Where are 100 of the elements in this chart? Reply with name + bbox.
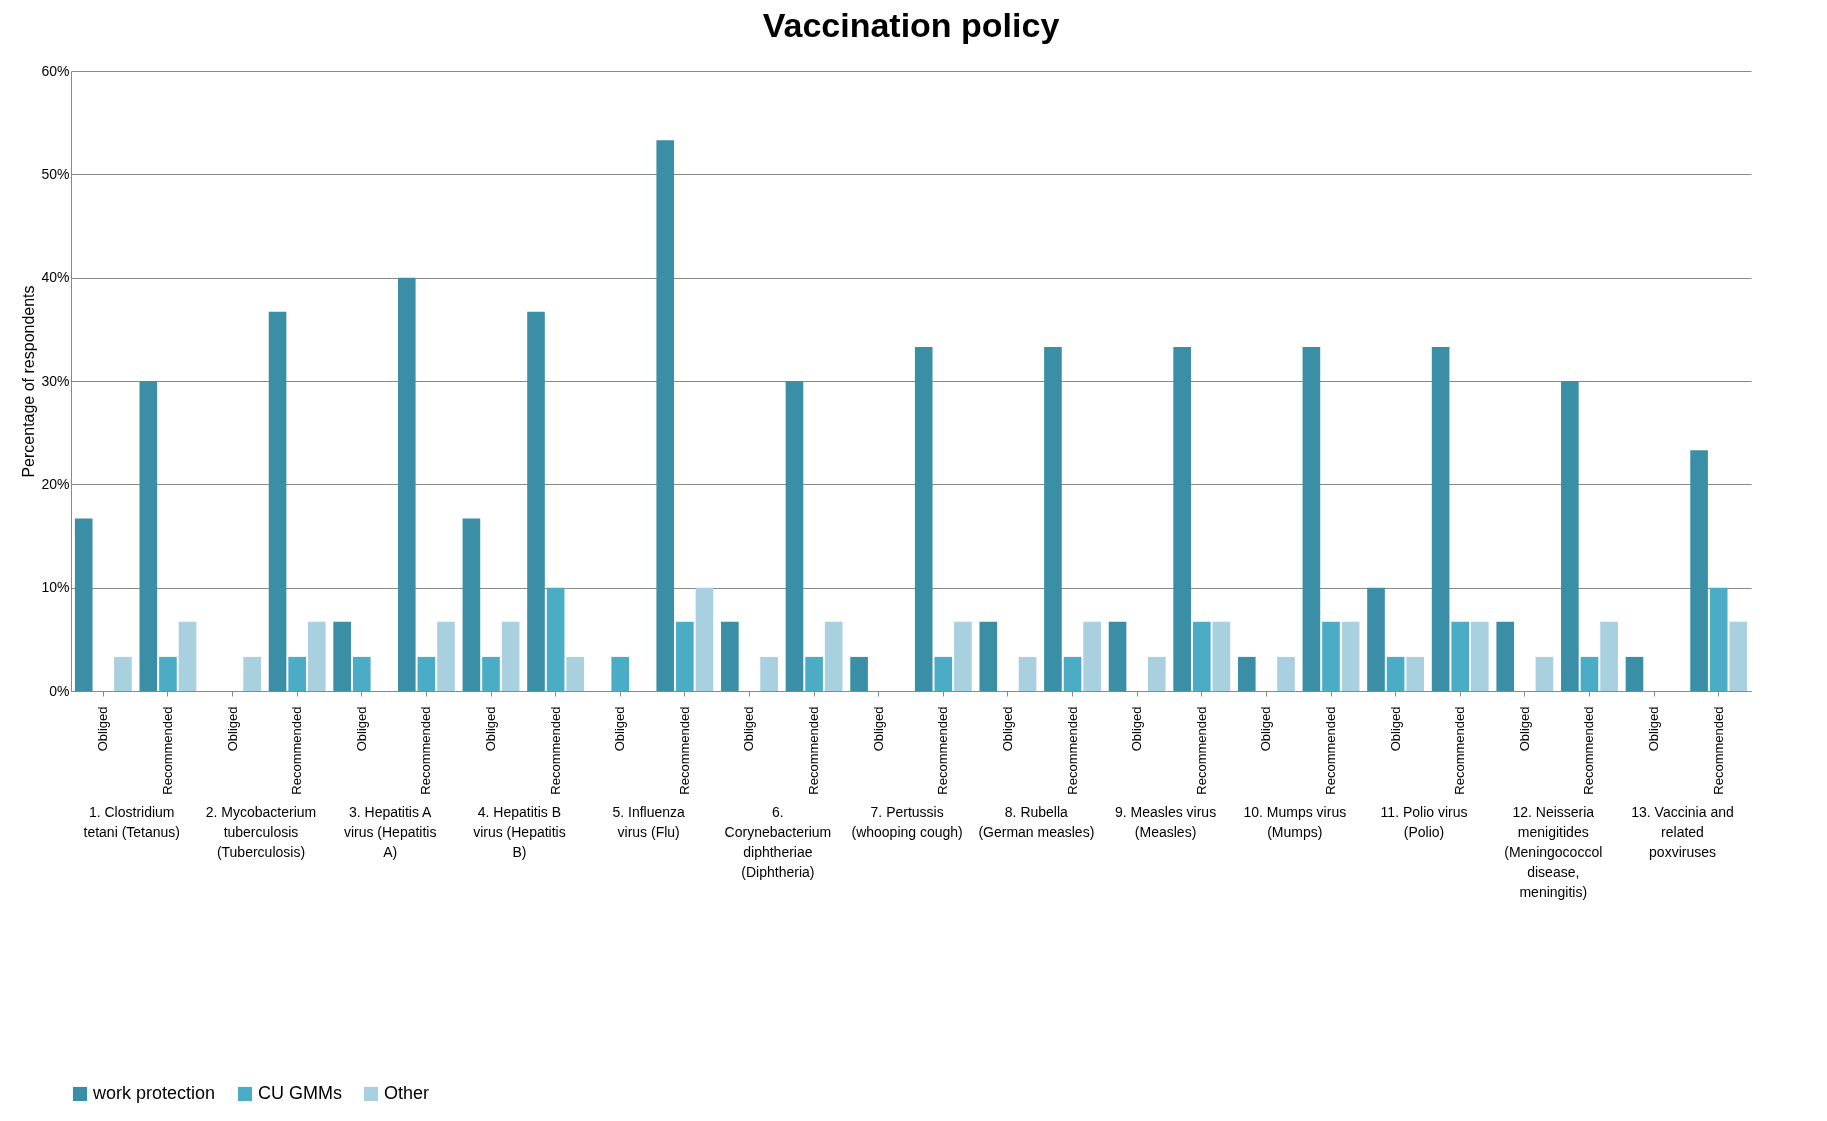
x-tick-label: Obliged xyxy=(483,706,498,752)
x-tick-label: Obliged xyxy=(353,706,369,752)
bar xyxy=(1625,656,1644,691)
bar xyxy=(482,656,500,691)
legend-label: work protection xyxy=(92,1083,216,1103)
x-tick-label: Recommended xyxy=(1193,706,1209,795)
text: 9. Measles virus (Measles) xyxy=(1115,804,1217,840)
x-tick-label: Recommended xyxy=(159,706,175,795)
y-tick-label: 10% xyxy=(41,579,70,596)
x-tick-label: Recommended xyxy=(935,706,951,795)
x-tick-label: Recommended xyxy=(547,706,563,795)
bar xyxy=(1044,346,1062,691)
legend-label: Other xyxy=(384,1083,430,1103)
text: 13. Vaccinia and related poxviruses xyxy=(1631,804,1734,860)
bar xyxy=(352,656,371,691)
bar xyxy=(1580,656,1599,691)
text: 4. Hepatitis B virus (Hepatitis B) xyxy=(473,804,566,860)
bar xyxy=(178,621,197,691)
bar xyxy=(1341,621,1360,691)
bar xyxy=(1431,346,1450,691)
x-tick-label: Recommended xyxy=(1452,706,1468,795)
x-tick-label: Obliged xyxy=(95,706,111,752)
bar xyxy=(1451,621,1470,691)
text: 5. Influenza virus (Flu) xyxy=(612,804,686,840)
bar xyxy=(1018,656,1037,691)
bar xyxy=(333,621,351,691)
x-tick-label: Recommended xyxy=(676,706,692,795)
y-tick-label: 50% xyxy=(41,165,70,182)
text: 11. Polio virus (Polio) xyxy=(1380,804,1468,840)
y-tick-label: 0% xyxy=(49,682,70,699)
bar xyxy=(1192,621,1211,691)
x-tick-label: Obliged xyxy=(224,706,240,752)
bar xyxy=(243,656,261,691)
bar xyxy=(307,621,326,691)
x-tick-label: Recommended xyxy=(289,706,305,795)
text: 7. Pertussis (whooping cough) xyxy=(851,804,963,840)
x-tick-label: Recommended xyxy=(418,706,434,795)
legend-label: CU GMMs xyxy=(258,1083,342,1103)
y-tick-label: 40% xyxy=(41,269,70,286)
bar xyxy=(850,656,868,691)
bar xyxy=(695,587,714,691)
bar xyxy=(1302,346,1321,691)
bar xyxy=(501,621,520,691)
x-tick-label: Obliged xyxy=(870,706,886,752)
bar xyxy=(288,656,306,691)
bar xyxy=(74,518,93,691)
bar xyxy=(417,656,436,691)
bar xyxy=(566,656,585,691)
bar xyxy=(1173,346,1191,691)
bar xyxy=(139,381,158,691)
text: 2. Mycobacterium tuberculosis (Tuberculosis) xyxy=(205,804,317,860)
bar xyxy=(1367,587,1385,691)
bar xyxy=(527,311,545,691)
bar xyxy=(462,518,481,691)
bar xyxy=(437,621,455,691)
y-tick-label: 30% xyxy=(41,372,70,389)
bar xyxy=(114,656,132,691)
bar xyxy=(676,621,694,691)
bar xyxy=(656,140,675,691)
x-tick-label: Obliged xyxy=(1646,706,1662,752)
bar xyxy=(1690,450,1708,691)
x-tick-label: Obliged xyxy=(999,706,1015,752)
bar xyxy=(1729,621,1748,691)
text: 8. Rubella (German measles) xyxy=(978,804,1095,840)
bar xyxy=(1108,621,1127,691)
bar xyxy=(1535,656,1554,691)
y-tick-label: 20% xyxy=(41,475,70,492)
bar xyxy=(546,587,565,691)
bar xyxy=(611,656,630,691)
bar xyxy=(934,656,953,691)
chart-title: Vaccination policy xyxy=(762,6,1060,44)
bar xyxy=(1147,656,1166,691)
x-tick-label: Recommended xyxy=(1064,706,1080,795)
x-tick-label: Obliged xyxy=(1516,706,1532,752)
bar xyxy=(1406,656,1425,691)
bar xyxy=(760,656,778,691)
bar xyxy=(914,346,933,691)
y-axis-title: Percentage of respondents xyxy=(20,285,38,478)
bar xyxy=(1083,621,1101,691)
text: 1. Clostridium tetani (Tetanus) xyxy=(83,804,180,840)
bar xyxy=(1386,656,1405,691)
x-tick-label: Obliged xyxy=(1387,706,1403,752)
bar xyxy=(1496,621,1515,691)
bar xyxy=(1212,621,1231,691)
bar xyxy=(1561,381,1579,691)
bar xyxy=(979,621,998,691)
text: 10. Mumps virus (Mumps) xyxy=(1243,804,1347,840)
text: 3. Hepatitis A virus (Hepatitis A) xyxy=(343,804,437,860)
bar xyxy=(268,311,287,691)
bar xyxy=(159,656,177,691)
x-tick-label: Recommended xyxy=(1581,706,1597,795)
bar xyxy=(1471,621,1489,691)
x-tick-label: Recommended xyxy=(806,706,822,795)
bar xyxy=(824,621,843,691)
text: 12. Neisseria menigitides (Meningococcol disease, meningitis) xyxy=(1504,804,1603,900)
bar xyxy=(1709,587,1728,691)
bar xyxy=(1322,621,1340,691)
y-tick-label: 60% xyxy=(41,62,70,79)
x-tick-label: Obliged xyxy=(1129,706,1145,752)
bar xyxy=(1277,656,1295,691)
